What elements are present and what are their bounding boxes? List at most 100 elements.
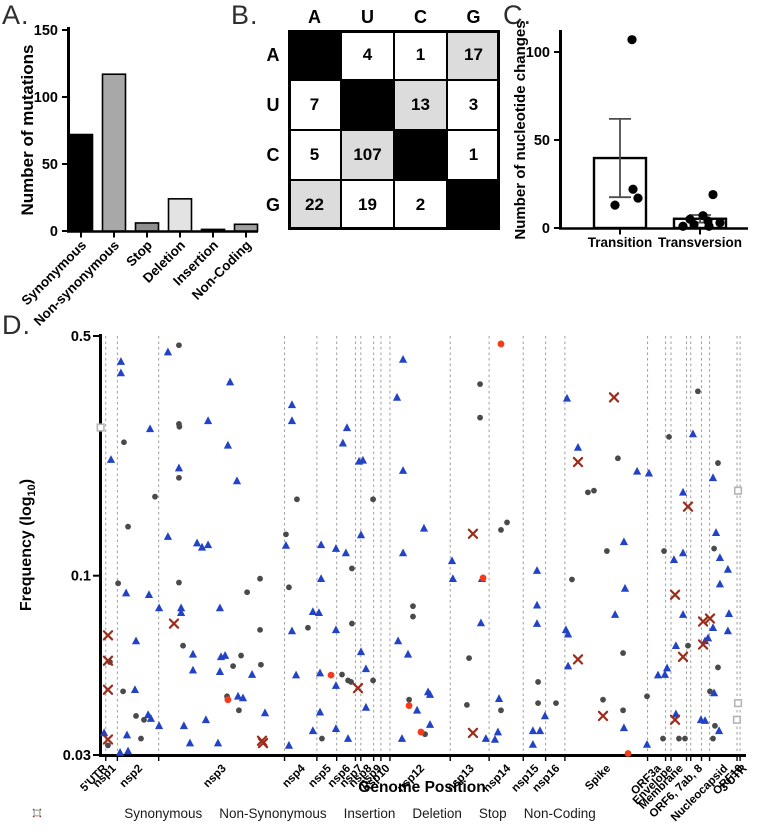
data-point-non-synonymous	[669, 555, 679, 564]
data-point-non-synonymous	[155, 721, 164, 730]
legend-item-stop: Stop	[34, 806, 507, 821]
substitution-matrix: A U C G A 4 1 17 U 7 13 3 C 5 107 1 G 22 19 2	[258, 4, 500, 230]
matrix-col-header: A	[308, 6, 321, 27]
data-point-non-synonymous	[179, 721, 189, 730]
data-point-deletion	[102, 630, 114, 641]
data-point-non-synonymous	[678, 548, 688, 557]
data-point-synonymous	[504, 519, 510, 526]
data-point-non-synonymous	[493, 727, 503, 736]
data-point-non-synonymous	[632, 466, 642, 475]
data-point-synonymous	[715, 664, 721, 671]
data-point-non-synonymous	[131, 636, 141, 645]
gene-label: nsp3	[201, 763, 228, 790]
square-open-icon	[33, 809, 41, 817]
bar-Insertion	[200, 228, 226, 232]
data-point-synonymous	[138, 735, 144, 742]
data-point-synonymous	[349, 565, 355, 572]
panel-c-data-point	[704, 221, 714, 231]
matrix-row-header: C	[266, 144, 280, 165]
data-point-non-synonymous	[122, 730, 132, 739]
data-point-synonymous	[257, 626, 263, 633]
bar-Non-synonymous	[101, 73, 127, 232]
data-point-synonymous	[585, 489, 591, 496]
data-point-non-synonymous	[662, 663, 672, 672]
data-point-synonymous	[712, 722, 718, 729]
data-point-non-synonymous	[723, 626, 732, 635]
matrix-cell-A-to-A	[288, 30, 341, 80]
svg-text:50: 50	[534, 133, 550, 149]
data-point-non-coding	[733, 486, 743, 495]
data-point-synonymous	[176, 423, 183, 430]
data-point-non-synonymous	[532, 600, 542, 609]
data-point-non-synonymous	[331, 625, 341, 634]
data-point-deletion	[697, 639, 709, 650]
data-point-non-synonymous	[177, 608, 186, 616]
data-point-synonymous	[620, 707, 626, 714]
data-point-synonymous	[305, 624, 311, 631]
data-point-non-synonymous	[221, 651, 230, 659]
gene-label: nsp1	[91, 762, 119, 790]
data-point-synonymous	[410, 603, 416, 610]
data-point-synonymous	[685, 642, 691, 649]
panel-d-ylabel-subscript: 10	[26, 484, 39, 497]
matrix-cell-U-to-A: 7	[288, 80, 341, 130]
data-point-non-synonymous	[678, 487, 688, 496]
data-point-synonymous	[498, 707, 504, 714]
data-point-non-synonymous	[146, 714, 156, 722]
data-point-synonymous	[535, 679, 541, 685]
data-point-non-synonymous	[619, 723, 629, 732]
panel-a-y-axis-label: Number of mutations	[18, 44, 37, 216]
data-point-non-synonymous	[260, 708, 270, 717]
data-point-non-synonymous	[563, 661, 573, 670]
data-point-synonymous	[152, 493, 158, 500]
data-point-non-synonymous	[398, 355, 408, 363]
data-point-synonymous	[620, 650, 626, 656]
legend-item-synonymous: Synonymous	[34, 806, 202, 821]
matrix-cell-U-to-U	[341, 80, 394, 130]
data-point-non-synonymous	[203, 416, 213, 425]
data-point-synonymous	[466, 655, 472, 662]
panel-a-letter: A.	[2, 0, 30, 30]
data-point-stop	[417, 728, 425, 736]
data-point-synonymous	[105, 742, 111, 749]
data-point-synonymous	[644, 693, 650, 700]
data-point-synonymous	[230, 663, 236, 669]
data-point-stop	[497, 340, 505, 348]
data-point-non-synonymous	[715, 553, 725, 562]
data-point-non-synonymous	[708, 623, 718, 632]
gene-label: nsp4	[280, 762, 308, 790]
data-point-synonymous	[477, 381, 483, 387]
panel-d-y-axis-label: Frequency (log10)	[18, 415, 42, 675]
panel-d-x-axis-label: Genome Position	[358, 779, 486, 796]
data-point-synonymous	[553, 700, 559, 707]
data-point-synonymous	[666, 433, 672, 440]
data-point-synonymous	[349, 620, 355, 627]
matrix-cell-C-to-G: 1	[447, 130, 500, 180]
matrix-cell-G-to-G	[447, 180, 500, 230]
data-point-non-synonymous	[106, 455, 116, 463]
data-point-synonymous	[176, 342, 182, 349]
data-point-synonymous	[141, 716, 147, 723]
svg-text:50: 50	[42, 157, 58, 173]
data-point-synonymous	[707, 688, 713, 695]
data-point-non-synonymous	[398, 466, 408, 474]
data-point-non-synonymous	[215, 603, 225, 612]
data-point-deletion	[682, 501, 694, 512]
data-point-non-synonymous	[188, 649, 198, 658]
data-point-synonymous	[498, 526, 504, 533]
data-point-non-synonymous	[425, 690, 435, 698]
data-point-non-synonymous	[308, 726, 317, 735]
legend-item-non-coding: Non-Coding	[33, 806, 596, 821]
bar-Synonymous	[68, 133, 94, 232]
data-point-deletion	[572, 456, 584, 468]
data-point-synonymous	[603, 548, 610, 554]
data-point-synonymous	[676, 735, 682, 742]
data-point-synonymous	[176, 579, 182, 586]
matrix-col-header: G	[466, 6, 481, 27]
data-point-synonymous	[410, 613, 416, 620]
panel-c-data-point	[715, 218, 725, 228]
data-point-deletion	[677, 651, 689, 663]
data-point-synonymous	[535, 700, 541, 707]
data-point-synonymous	[370, 677, 376, 684]
data-point-non-synonymous	[476, 618, 486, 627]
